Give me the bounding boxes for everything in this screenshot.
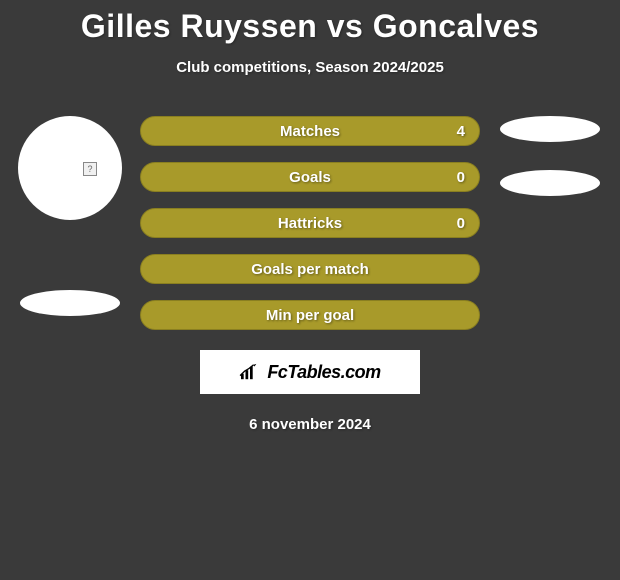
player-right-col	[490, 116, 610, 196]
page-subtitle: Club competitions, Season 2024/2025	[0, 59, 620, 76]
stat-label: Goals	[289, 169, 331, 186]
player-right-shadow-2	[500, 170, 600, 196]
stat-value: 0	[457, 169, 465, 186]
image-placeholder-icon: ?	[83, 162, 97, 176]
brand-badge: FcTables.com	[200, 350, 420, 394]
stats-column: Matches 4 Goals 0 Hattricks 0 Goals per match M…	[140, 116, 480, 330]
stat-bar: Goals 0	[140, 162, 480, 192]
page-title: Gilles Ruyssen vs Goncalves	[0, 0, 620, 45]
stat-label: Min per goal	[266, 307, 354, 324]
stat-value: 4	[457, 123, 465, 140]
player-left-shadow	[20, 290, 120, 316]
stat-label: Matches	[280, 123, 340, 140]
stat-label: Goals per match	[251, 261, 369, 278]
stat-bar: Goals per match	[140, 254, 480, 284]
chart-icon	[239, 363, 261, 381]
stat-bar: Hattricks 0	[140, 208, 480, 238]
comparison-row: ? Matches 4 Goals 0 Hattricks 0 Goals per matc…	[0, 116, 620, 330]
player-left-avatar: ?	[18, 116, 122, 220]
stat-bar: Matches 4	[140, 116, 480, 146]
player-right-shadow-1	[500, 116, 600, 142]
brand-label: FcTables.com	[267, 362, 380, 383]
stat-bar: Min per goal	[140, 300, 480, 330]
stat-label: Hattricks	[278, 215, 342, 232]
player-left-col: ?	[10, 116, 130, 316]
date-label: 6 november 2024	[0, 416, 620, 433]
stat-value: 0	[457, 215, 465, 232]
